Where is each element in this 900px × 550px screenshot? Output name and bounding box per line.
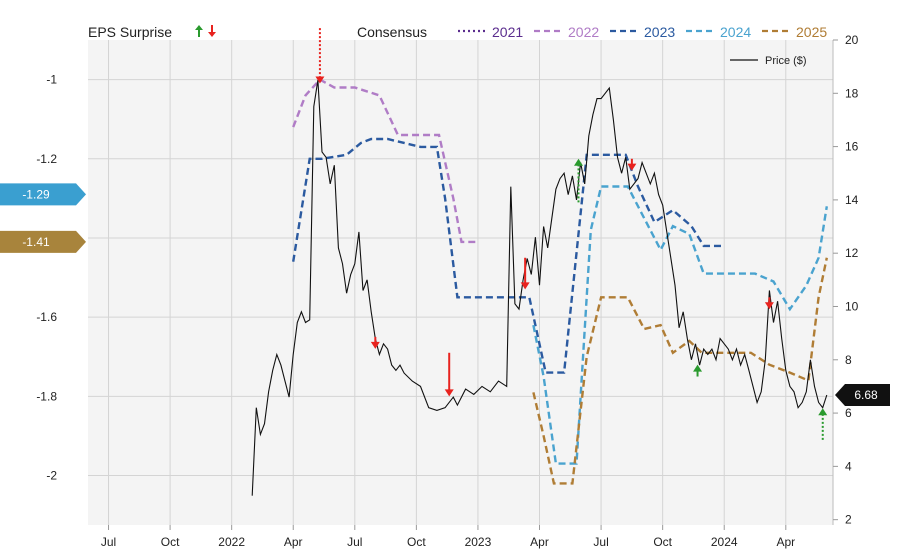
consensus-line-2025	[532, 257, 828, 485]
eps-miss-arrow-icon	[444, 352, 454, 397]
right-tick-label: 10	[845, 299, 859, 313]
eps-surprise-label: EPS Surprise	[88, 24, 172, 40]
right-tick-label: 20	[845, 33, 859, 47]
left-tick-label: -2	[46, 469, 57, 483]
arrow-head	[818, 408, 828, 416]
arrow-head	[627, 163, 637, 171]
consensus-label: Consensus	[357, 24, 427, 40]
consensus-series	[292, 78, 828, 485]
right-tick-label: 8	[845, 353, 852, 367]
price-legend: Price ($)	[730, 55, 807, 67]
x-tick-label: Apr	[530, 535, 549, 549]
eps-surprise-arrows	[315, 28, 828, 440]
left-tick-label: -1.6	[36, 310, 57, 324]
x-tick-label: Jul	[101, 535, 116, 549]
x-tick-label: Apr	[776, 535, 795, 549]
x-tick-label: Jul	[347, 535, 362, 549]
arrow-head	[520, 282, 530, 290]
arrow-head	[574, 158, 584, 166]
price-legend-label: Price ($)	[765, 55, 807, 67]
eps-beat-arrow-icon	[574, 158, 584, 203]
legend-label: 2021	[492, 24, 523, 40]
x-tick-label: Oct	[653, 535, 672, 549]
eps-miss-arrow-icon	[315, 28, 325, 84]
right-tick-label: 2	[845, 513, 852, 527]
value-badges: -1.29 -1.41 6.68	[0, 183, 890, 406]
consensus-badge: -1.29	[0, 183, 86, 206]
badge-label: -1.29	[22, 187, 50, 201]
left-axis: -1 -1.2 -1.6 -1.8 -2	[36, 73, 57, 483]
x-tick-label: Oct	[161, 535, 180, 549]
legend-label: 2022	[568, 24, 599, 40]
arrow-head	[693, 364, 703, 372]
price-series	[251, 79, 828, 496]
legend-label: 2025	[796, 24, 827, 40]
badge-shape	[0, 230, 86, 253]
right-tick-label: 16	[845, 140, 859, 154]
right-tick-label: 18	[845, 86, 859, 100]
price-badge-label: 6.68	[854, 388, 878, 402]
left-tick-label: -1.2	[36, 152, 57, 166]
price-badge: 6.68	[835, 383, 890, 406]
eps-beat-arrow-icon	[818, 408, 828, 440]
x-axis: Jul Oct 2022 Apr Jul Oct 2023 Apr Jul Oct 2024 Apr	[101, 525, 795, 549]
x-tick-label: 2023	[465, 535, 492, 549]
eps-miss-arrow-icon	[520, 257, 530, 290]
consensus-line-2022	[292, 78, 478, 244]
right-axis: 2 4 6 8 10 12 14 16 18 20	[832, 33, 859, 527]
right-tick-label: 4	[845, 459, 852, 473]
plot-area	[88, 40, 833, 525]
eps-miss-arrow-icon	[764, 297, 774, 310]
price-badge-shape	[835, 383, 890, 406]
left-tick-label: -1.8	[36, 389, 57, 403]
x-tick-label: Jul	[593, 535, 608, 549]
x-tick-label: 2022	[218, 535, 245, 549]
x-tick-label: Apr	[284, 535, 303, 549]
eps-miss-arrow-icon	[370, 336, 380, 349]
consensus-line-2024	[532, 185, 828, 465]
badge-shape	[0, 183, 86, 206]
x-tick-label: 2024	[711, 535, 738, 549]
x-tick-label: Oct	[407, 535, 426, 549]
eps-miss-arrow-icon	[627, 158, 637, 171]
arrow-head	[444, 389, 454, 397]
left-tick-label: -1	[46, 73, 57, 87]
price-line	[251, 79, 828, 496]
eps-beat-arrow-icon	[693, 364, 703, 377]
legend-label: 2023	[644, 24, 675, 40]
consensus-badge: -1.41	[0, 230, 86, 253]
eps-surprise-up-icon	[195, 25, 203, 37]
right-tick-label: 6	[845, 406, 852, 420]
legend-label: 2024	[720, 24, 751, 40]
grid	[88, 40, 833, 525]
legend: 2021 2022 2023 2024 2025	[458, 24, 827, 40]
right-tick-label: 14	[845, 193, 859, 207]
eps-surprise-down-icon	[208, 25, 216, 37]
badge-label: -1.41	[22, 235, 50, 249]
arrow-head	[315, 76, 325, 84]
arrow-head	[764, 302, 774, 310]
right-tick-label: 12	[845, 246, 859, 260]
arrow-head	[370, 341, 380, 349]
